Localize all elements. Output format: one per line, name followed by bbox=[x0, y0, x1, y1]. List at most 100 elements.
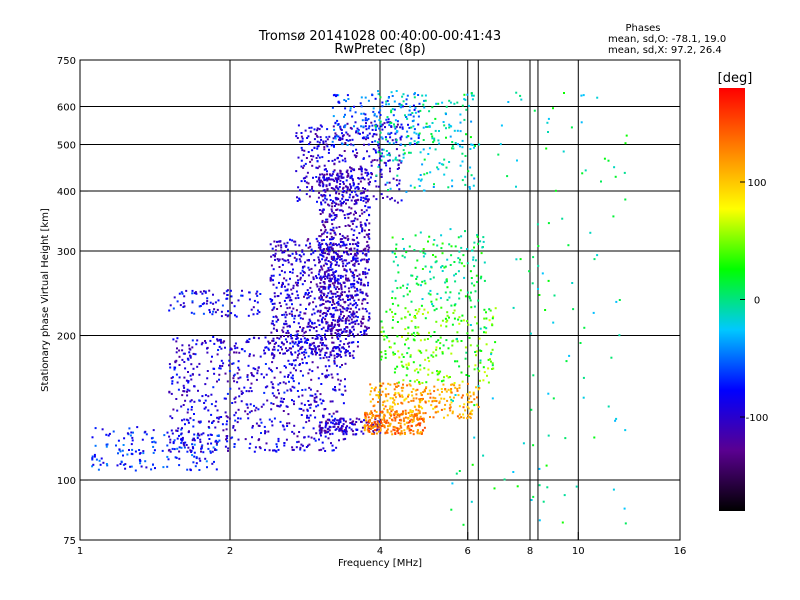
data-point bbox=[272, 339, 275, 342]
data-point bbox=[421, 280, 424, 283]
data-point bbox=[388, 181, 391, 184]
data-point bbox=[330, 247, 333, 250]
data-point bbox=[163, 434, 166, 437]
data-point bbox=[478, 143, 481, 146]
data-point bbox=[349, 332, 352, 335]
data-point bbox=[412, 125, 415, 128]
data-point bbox=[612, 488, 615, 491]
data-point bbox=[469, 270, 472, 273]
data-point bbox=[311, 342, 314, 345]
data-point bbox=[373, 120, 376, 123]
data-point bbox=[348, 134, 351, 137]
data-point bbox=[369, 393, 372, 396]
data-point bbox=[460, 371, 463, 374]
data-point bbox=[330, 218, 333, 221]
data-point bbox=[379, 421, 382, 424]
data-point bbox=[415, 132, 418, 135]
data-point bbox=[408, 421, 411, 424]
data-point bbox=[393, 199, 396, 202]
data-point bbox=[336, 178, 339, 181]
data-point bbox=[131, 436, 134, 439]
data-point bbox=[248, 338, 251, 341]
data-point bbox=[206, 466, 208, 469]
data-point bbox=[342, 182, 345, 185]
data-point bbox=[306, 239, 309, 242]
data-point bbox=[238, 395, 241, 398]
data-point bbox=[331, 223, 334, 226]
data-point bbox=[338, 428, 341, 431]
data-point bbox=[379, 382, 382, 385]
data-point bbox=[248, 411, 251, 414]
data-point bbox=[512, 471, 515, 473]
data-point bbox=[326, 321, 329, 324]
data-point bbox=[332, 242, 335, 245]
data-point bbox=[404, 328, 407, 331]
data-point bbox=[173, 448, 176, 451]
data-point bbox=[446, 314, 449, 317]
data-point bbox=[364, 271, 367, 274]
data-point bbox=[361, 317, 364, 320]
data-point bbox=[284, 259, 287, 262]
data-point bbox=[240, 393, 243, 395]
data-point bbox=[417, 412, 420, 415]
data-point bbox=[383, 413, 386, 416]
data-point bbox=[346, 350, 349, 353]
data-point bbox=[401, 105, 404, 108]
data-point bbox=[299, 363, 301, 365]
data-point bbox=[230, 295, 233, 298]
data-point bbox=[431, 303, 434, 306]
data-point bbox=[289, 238, 291, 241]
data-point bbox=[193, 312, 196, 315]
data-point bbox=[387, 421, 390, 424]
data-point bbox=[381, 404, 384, 407]
data-point bbox=[357, 281, 360, 284]
data-point bbox=[99, 463, 102, 466]
data-point bbox=[213, 308, 216, 311]
data-point bbox=[313, 138, 316, 141]
data-point bbox=[321, 372, 324, 375]
data-point bbox=[319, 285, 322, 288]
data-point bbox=[415, 424, 418, 427]
data-point bbox=[338, 255, 341, 258]
data-point bbox=[450, 401, 453, 404]
data-point bbox=[334, 386, 336, 388]
data-point bbox=[423, 390, 426, 392]
data-point bbox=[225, 423, 228, 426]
data-point bbox=[384, 183, 387, 186]
data-point bbox=[257, 366, 260, 369]
data-point bbox=[360, 278, 363, 281]
data-point bbox=[359, 221, 362, 224]
data-point bbox=[433, 390, 436, 393]
data-point bbox=[473, 305, 476, 308]
data-point bbox=[335, 258, 338, 261]
data-point bbox=[345, 171, 348, 174]
data-point bbox=[251, 426, 254, 429]
data-point bbox=[332, 319, 335, 322]
data-point bbox=[180, 428, 183, 431]
data-point bbox=[341, 260, 344, 263]
data-point bbox=[364, 188, 367, 190]
data-point bbox=[328, 253, 331, 256]
data-point bbox=[297, 186, 300, 189]
data-point bbox=[377, 414, 380, 417]
data-point bbox=[374, 386, 377, 389]
data-point bbox=[352, 144, 355, 147]
data-point bbox=[380, 358, 383, 361]
data-point bbox=[303, 164, 306, 167]
data-point bbox=[452, 339, 455, 342]
data-point bbox=[255, 422, 258, 425]
data-point bbox=[333, 307, 335, 309]
data-point bbox=[365, 219, 368, 222]
data-point bbox=[392, 397, 394, 400]
data-point bbox=[295, 135, 298, 138]
data-point bbox=[136, 426, 139, 429]
data-point bbox=[215, 442, 218, 445]
data-point bbox=[191, 446, 194, 449]
data-point bbox=[288, 363, 291, 366]
data-point bbox=[423, 420, 425, 423]
data-point bbox=[333, 325, 336, 328]
data-point bbox=[360, 177, 363, 180]
data-point bbox=[410, 126, 413, 129]
data-point bbox=[331, 173, 334, 176]
data-point bbox=[355, 155, 358, 157]
